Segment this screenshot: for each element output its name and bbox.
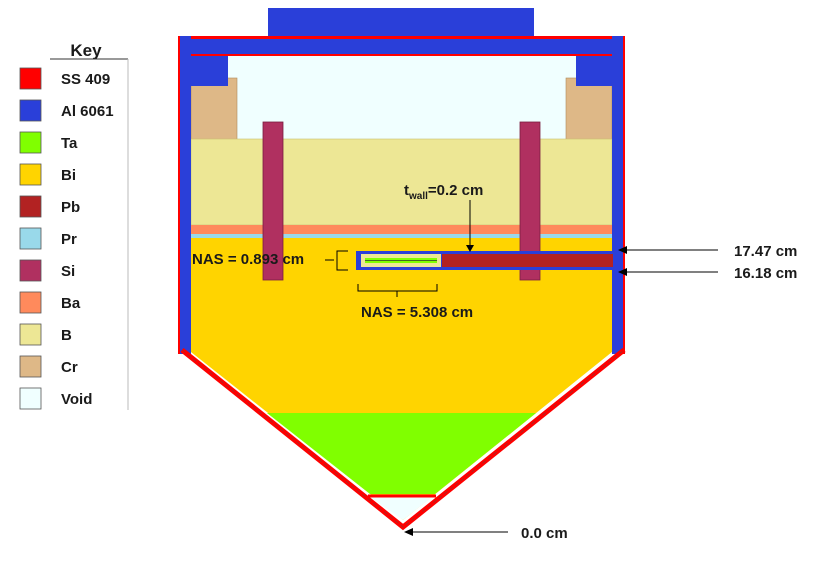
key-swatch <box>19 99 42 122</box>
b-layer <box>190 138 613 226</box>
right-wall <box>612 36 624 354</box>
level-bottom-label: 16.18 cm <box>734 265 797 282</box>
key-swatch <box>19 227 42 250</box>
key-label: Ta <box>61 135 78 152</box>
key-swatch <box>19 259 42 282</box>
nas-width-label: NAS = 5.308 cm <box>361 304 473 321</box>
cr-block-right <box>565 77 613 141</box>
vessel <box>178 8 626 531</box>
key-label: Al 6061 <box>61 103 114 120</box>
si-rod-right <box>519 121 541 281</box>
nas-pb-section <box>442 254 613 267</box>
key-label: Pr <box>61 231 77 248</box>
key-label: Ba <box>61 295 81 312</box>
level-zero-arrowhead <box>404 528 413 536</box>
key-swatch <box>19 355 42 378</box>
key-label: SS 409 <box>61 71 110 88</box>
key-legend: Key SS 409 Al 6061 Ta Bi Pb Pr Si Ba B Cr Void <box>19 41 129 410</box>
nas-height-label: NAS = 0.893 cm <box>192 251 304 268</box>
ba-layer <box>191 225 612 234</box>
bi-region <box>191 238 612 520</box>
key-label: Bi <box>61 167 76 184</box>
key-label: Si <box>61 263 75 280</box>
key-swatch <box>19 131 42 154</box>
funnel-wall-detail <box>181 349 625 528</box>
top-plate-al6061 <box>183 39 620 54</box>
key-swatch <box>19 323 42 346</box>
level-top-arrowhead <box>618 246 627 254</box>
key-swatch <box>19 291 42 314</box>
si-rod-left <box>262 121 284 281</box>
key-label: Pb <box>61 199 80 216</box>
top-cap-al6061 <box>268 8 534 38</box>
key-label: Cr <box>61 359 78 376</box>
key-swatch <box>19 67 42 90</box>
left-wall <box>179 36 191 354</box>
corner-block-right <box>576 56 612 86</box>
key-title: Key <box>70 41 102 60</box>
level-bottom-arrowhead <box>618 268 627 276</box>
corner-block-left <box>191 56 228 86</box>
twall-label: twall=0.2 cm <box>404 182 483 202</box>
level-top-label: 17.47 cm <box>734 243 797 260</box>
key-label: B <box>61 327 72 344</box>
key-swatch <box>19 163 42 186</box>
key-swatch <box>19 387 42 410</box>
pr-layer <box>191 234 612 238</box>
annotations: twall=0.2 cm NAS = 0.893 cm NAS = 5.308 … <box>192 182 797 542</box>
level-zero-label: 0.0 cm <box>521 525 568 542</box>
nas-height-bracket <box>336 250 348 271</box>
tip-void <box>370 497 432 520</box>
key-swatch <box>19 195 42 218</box>
key-label: Void <box>61 391 92 408</box>
twall-arrowhead <box>466 245 474 252</box>
ta-region <box>267 413 536 494</box>
cr-block-left <box>190 77 238 141</box>
